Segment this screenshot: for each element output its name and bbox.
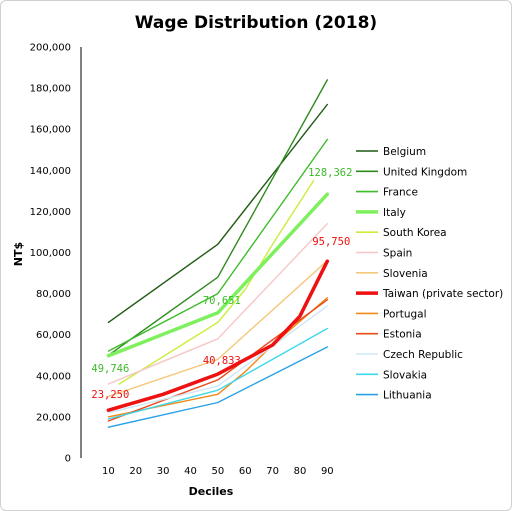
chart-title: Wage Distribution (2018)	[135, 13, 377, 33]
y-tick-label: 160,000	[30, 125, 71, 136]
x-tick-label: 80	[294, 466, 307, 477]
data-label: 23,250	[91, 389, 129, 401]
series-line-slovakia	[107, 327, 328, 420]
x-tick-label: 10	[102, 466, 115, 477]
y-axis-title: NT$	[12, 242, 25, 266]
legend-label-slovenia: Slovenia	[383, 268, 428, 280]
data-label: 40,833	[203, 355, 241, 367]
series-line-south-korea	[118, 179, 315, 385]
series-line-portugal	[107, 297, 328, 418]
legend-label-france: France	[383, 187, 418, 199]
y-tick-label: 100,000	[30, 248, 71, 259]
data-label: 70,651	[203, 295, 241, 307]
y-tick-label: 200,000	[30, 43, 71, 54]
x-axis-title: Deciles	[189, 485, 234, 498]
x-tick-label: 70	[266, 466, 279, 477]
x-tick-label: 30	[157, 466, 170, 477]
data-label: 95,750	[312, 236, 350, 248]
y-tick-label: 40,000	[36, 371, 71, 382]
x-tick-label: 40	[184, 466, 197, 477]
x-tick-label: 50	[211, 466, 224, 477]
y-axis-ticks: 0 20,000 40,000 60,000 80,000 100,000 120,000 1…	[30, 43, 71, 465]
legend-label-estonia: Estonia	[383, 329, 422, 341]
x-tick-label: 20	[129, 466, 142, 477]
series-line-belgium	[107, 103, 328, 324]
y-tick-label: 60,000	[36, 330, 71, 341]
x-axis-ticks: 10 20 30 40 50 60 70 80 90	[102, 466, 334, 477]
legend-label-czech-republic: Czech Republic	[383, 349, 463, 361]
series-line-taiwan-private-sector	[106, 259, 330, 412]
legend-label-portugal: Portugal	[383, 308, 427, 320]
data-label: 49,746	[91, 363, 129, 375]
data-label: 128,362	[308, 167, 352, 179]
y-tick-label: 20,000	[36, 412, 71, 423]
legend-label-south-korea: South Korea	[383, 227, 447, 239]
y-tick-label: 0	[65, 454, 71, 465]
y-tick-label: 140,000	[30, 166, 71, 177]
series-line-united-kingdom	[107, 79, 328, 356]
series-lines	[106, 79, 330, 428]
x-tick-label: 60	[239, 466, 252, 477]
series-line-italy	[106, 192, 330, 358]
legend-label-taiwan-private-sector: Taiwan (private sector)	[382, 288, 503, 300]
legend-label-slovakia: Slovakia	[383, 369, 427, 381]
y-tick-label: 180,000	[30, 84, 71, 95]
x-tick-label: 90	[321, 466, 334, 477]
legend: Belgium United Kingdom France Italy South Ko…	[356, 146, 503, 402]
series-line-lithuania	[107, 346, 328, 428]
legend-label-spain: Spain	[383, 248, 412, 260]
legend-label-belgium: Belgium	[383, 146, 426, 158]
series-line-slovenia	[107, 260, 328, 398]
data-labels: 49,746 70,651 128,362 23,250 40,833 95,750	[91, 167, 352, 401]
legend-label-italy: Italy	[383, 207, 406, 219]
series-line-czech-republic	[107, 305, 328, 414]
y-tick-label: 80,000	[36, 289, 71, 300]
series-line-france	[107, 138, 328, 352]
legend-label-lithuania: Lithuania	[383, 390, 432, 402]
series-line-spain	[107, 222, 328, 385]
legend-label-united-kingdom: United Kingdom	[383, 166, 467, 178]
y-tick-label: 120,000	[30, 207, 71, 218]
